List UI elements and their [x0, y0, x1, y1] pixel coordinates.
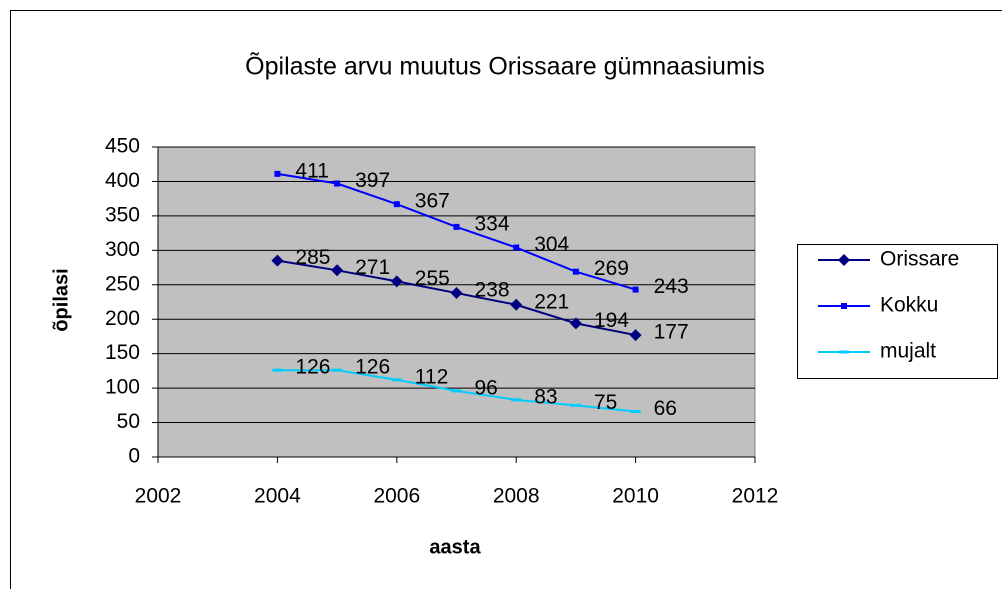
data-label: 238: [475, 279, 510, 302]
y-tick-label: 50: [117, 410, 140, 433]
data-label: 112: [415, 365, 448, 388]
y-tick-label: 250: [105, 272, 140, 295]
marker: [450, 287, 463, 300]
y-tick-label: 200: [105, 307, 140, 330]
y-tick-label: 450: [105, 135, 140, 158]
y-axis-label: õpilasi: [50, 268, 72, 331]
y-tick-label: 350: [105, 203, 140, 226]
marker: [513, 244, 520, 251]
marker: [510, 298, 523, 311]
data-label: 269: [594, 257, 629, 280]
y-tick-label: 100: [105, 376, 140, 399]
legend-label: Kokku: [880, 294, 938, 317]
x-tick-label: 2006: [373, 485, 420, 508]
marker: [838, 254, 850, 266]
data-label: 334: [475, 212, 510, 235]
x-axis-label: aasta: [429, 536, 481, 558]
marker: [841, 303, 847, 309]
data-label: 411: [295, 159, 328, 182]
marker: [391, 378, 402, 382]
marker: [632, 286, 639, 293]
marker: [390, 275, 403, 288]
data-label: 367: [415, 190, 450, 213]
data-label: 221: [534, 290, 569, 313]
y-tick-label: 150: [105, 341, 140, 364]
marker: [570, 403, 581, 407]
data-label: 285: [295, 246, 330, 269]
plot-background: [157, 146, 756, 458]
legend-box: [797, 244, 998, 379]
marker: [393, 201, 400, 208]
data-label: 177: [654, 321, 689, 344]
data-label: 304: [534, 233, 569, 256]
plot-area: 0 50 100 150 200 250 300 350 400 450 2002 2004 2006 2…: [105, 135, 778, 508]
marker: [839, 350, 849, 354]
legend-label: Orissare: [880, 248, 959, 271]
marker: [274, 170, 281, 177]
marker: [334, 180, 341, 187]
y-tick-label: 400: [105, 169, 140, 192]
data-label: 243: [654, 275, 689, 298]
data-label: 271: [355, 256, 390, 279]
marker: [451, 389, 462, 393]
data-label: 126: [295, 356, 330, 379]
marker: [332, 368, 343, 372]
legend: Orissare Kokku mujalt: [797, 244, 998, 379]
x-tick-label: 2012: [732, 485, 779, 508]
marker: [572, 268, 579, 275]
marker: [511, 398, 522, 402]
data-label: 194: [594, 309, 629, 332]
marker: [331, 264, 344, 277]
data-label: 255: [415, 267, 450, 290]
data-label: 83: [534, 385, 557, 408]
marker: [271, 254, 284, 267]
marker: [272, 368, 283, 372]
legend-label: mujalt: [880, 340, 936, 363]
marker: [629, 329, 642, 342]
data-label: 66: [654, 397, 677, 420]
x-tick-label: 2002: [135, 485, 182, 508]
y-tick-label: 300: [105, 238, 140, 261]
data-label: 397: [355, 169, 390, 192]
x-tick-label: 2004: [254, 485, 301, 508]
x-tick-label: 2010: [612, 485, 659, 508]
data-label: 75: [594, 391, 617, 414]
chart-title: Õpilaste arvu muutus Orissaare gümnaasiu…: [245, 52, 765, 81]
x-tick-label: 2008: [493, 485, 540, 508]
data-label: 96: [475, 376, 498, 399]
marker: [630, 410, 641, 414]
y-tick-label: 0: [128, 445, 140, 468]
marker: [453, 223, 460, 230]
marker: [569, 317, 582, 330]
data-label: 126: [355, 356, 390, 379]
